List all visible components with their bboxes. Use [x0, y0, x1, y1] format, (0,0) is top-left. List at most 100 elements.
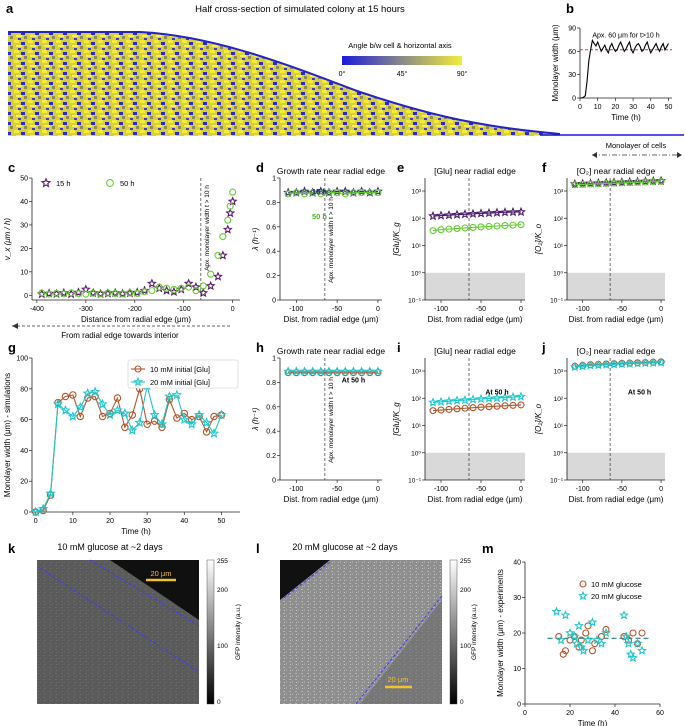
c-50-h-point-11 — [118, 290, 127, 298]
panel-k-colorbar — [206, 559, 215, 705]
i-10-mM-point-7 — [485, 403, 493, 411]
g-10-mM-initial-[Glu]-point-5 — [69, 391, 77, 399]
b-width-line — [580, 38, 669, 99]
g-ytick-label-1: 20 — [20, 479, 28, 486]
c-15-h-point-25 — [217, 250, 228, 260]
e-15-h-point-9 — [500, 207, 510, 217]
panel-k-cb-200: 200 — [217, 587, 228, 594]
g-xtick-label-1: 10 — [69, 518, 77, 525]
g-legend-box — [127, 359, 239, 389]
j-20-mM-point-0 — [569, 361, 580, 372]
f-xtick-label-0: -100 — [576, 306, 590, 313]
c-50-h-point-4 — [67, 289, 75, 297]
j-20-mM-point-6 — [616, 358, 627, 369]
f-50-h-point-1 — [579, 180, 587, 188]
i-10-mM-point-8 — [493, 402, 501, 410]
b-xtick-label-2: 20 — [611, 104, 619, 111]
e-15-h-point-2 — [444, 209, 454, 220]
j-ytick-label-3: 10² — [554, 396, 564, 403]
f-ytick-label-0: 10⁻¹ — [550, 298, 564, 305]
g-20-mM-initial-[Glu]-point-11 — [112, 404, 123, 415]
g-legend-10-mM-initial-[Glu]-point-0 — [134, 365, 142, 373]
c-legend-label-1: 50 h — [120, 179, 135, 188]
c-50-h-point-19 — [177, 284, 185, 292]
e-50-h-point-4 — [461, 224, 469, 232]
b-xtick-label-4: 40 — [647, 104, 655, 111]
c-50-h-point-14 — [141, 288, 149, 296]
h-20-mM-point-4 — [315, 366, 326, 376]
f-50-h-point-0 — [571, 181, 579, 189]
panel-l-edge-line-2 — [355, 595, 443, 705]
m-ytick-label-4: 40 — [513, 560, 521, 567]
h-10-mM-point-10 — [366, 369, 374, 377]
g-20-mM-initial-[Glu]-point-14 — [134, 417, 145, 428]
panel-l-gray-lower — [280, 600, 442, 704]
h-20-mM-point-5 — [324, 366, 334, 376]
m-20-mM-glucose-point-4 — [569, 631, 580, 641]
g-20-mM-initial-[Glu]-point-19 — [171, 389, 183, 400]
m-xlabel: Time (h) — [578, 719, 608, 726]
i-xlabel: Dist. from radial edge (μm) — [428, 495, 523, 504]
d-50-h-point-1 — [292, 189, 300, 197]
i-10-mM-point-9 — [501, 402, 509, 410]
c-15-h-point-20 — [183, 278, 194, 288]
c-50-h-point-0 — [38, 289, 46, 297]
g-10-mM-initial-[Glu]-point-24 — [210, 412, 218, 421]
d-50-h-point-8 — [349, 189, 357, 197]
g-legend-label-0: 10 mM initial [Glu] — [150, 365, 210, 374]
d-ytick-label-0: 0 — [272, 298, 276, 305]
f-50-h-point-5 — [610, 179, 618, 187]
panel-l-cb-200: 200 — [460, 587, 471, 594]
g-20-mM-initial-[Glu]-point-13 — [127, 424, 138, 435]
c-15-h-point-22 — [198, 287, 209, 298]
panel-c-from-edge-arrowhead — [12, 323, 18, 329]
j-ytick-label-0: 10⁻¹ — [550, 478, 564, 485]
f-50-h-point-7 — [626, 178, 634, 187]
m-20-mM-glucose-point-18 — [628, 652, 638, 663]
d-ytick-label-3: 0.6 — [266, 224, 276, 231]
j-20-mM-point-7 — [624, 358, 635, 368]
e-50-h-line — [432, 224, 522, 232]
e-title: [Glu] near radial edge — [434, 166, 516, 176]
d-vline-label: Apx. monolayer width t > 10 h — [328, 197, 335, 283]
i-ytick-label-2: 10¹ — [412, 423, 422, 430]
panel-label-e: e — [397, 160, 404, 175]
m-10-mM-glucose-point-9 — [588, 647, 597, 655]
panel-label-b: b — [566, 1, 574, 16]
j-xtick-label-2: 0 — [659, 486, 663, 493]
i-shaded-region — [425, 452, 525, 480]
panel-l-cb-255: 255 — [460, 558, 471, 565]
e-15-h-point-11 — [516, 206, 526, 217]
i-10-mM-point-4 — [461, 404, 469, 412]
h-xtick-label-2: 0 — [376, 486, 380, 493]
colorbar-tick-45: 45° — [397, 70, 408, 78]
c-50-h-point-28 — [229, 188, 237, 196]
c-15-h-point-26 — [222, 224, 233, 234]
panel-label-f: f — [542, 160, 547, 175]
g-20-mM-initial-[Glu]-point-6 — [75, 401, 86, 412]
b-xtick-label-5: 50 — [665, 104, 673, 111]
g-20-mM-initial-[Glu]-point-18 — [164, 391, 175, 401]
d-50-h-point-5 — [325, 189, 333, 197]
g-ytick-label-5: 100 — [16, 356, 28, 363]
monolayer-label: Monolayer of cells — [606, 141, 667, 150]
c-50-h-point-9 — [104, 289, 112, 297]
g-xtick-label-3: 30 — [143, 518, 151, 525]
d-50-h-point-11 — [374, 189, 382, 197]
h-ytick-label-1: 0.2 — [266, 453, 276, 460]
c-50-h-point-16 — [155, 283, 163, 291]
f-xlabel: Dist. from radial edge (μm) — [569, 315, 664, 324]
d-15-h-point-7 — [340, 186, 351, 196]
h-10-mM-point-6 — [333, 369, 341, 377]
f-50-h-point-4 — [602, 179, 610, 187]
panel-label-c: c — [8, 160, 15, 175]
g-legend-20-mM-initial-[Glu]-point-1 — [133, 376, 143, 387]
c-50-h-point-7 — [89, 289, 97, 297]
g-10-mM-initial-[Glu]-point-16 — [150, 417, 159, 425]
d-50-h-line — [288, 192, 378, 195]
b-ytick-label-3: 90 — [568, 26, 576, 33]
panel-k-cb-label: GFP intensity (a.u.) — [235, 604, 242, 660]
j-20-mM-point-2 — [585, 360, 596, 370]
m-ylabel: Monolayer width (μm) - experiments — [496, 569, 505, 697]
